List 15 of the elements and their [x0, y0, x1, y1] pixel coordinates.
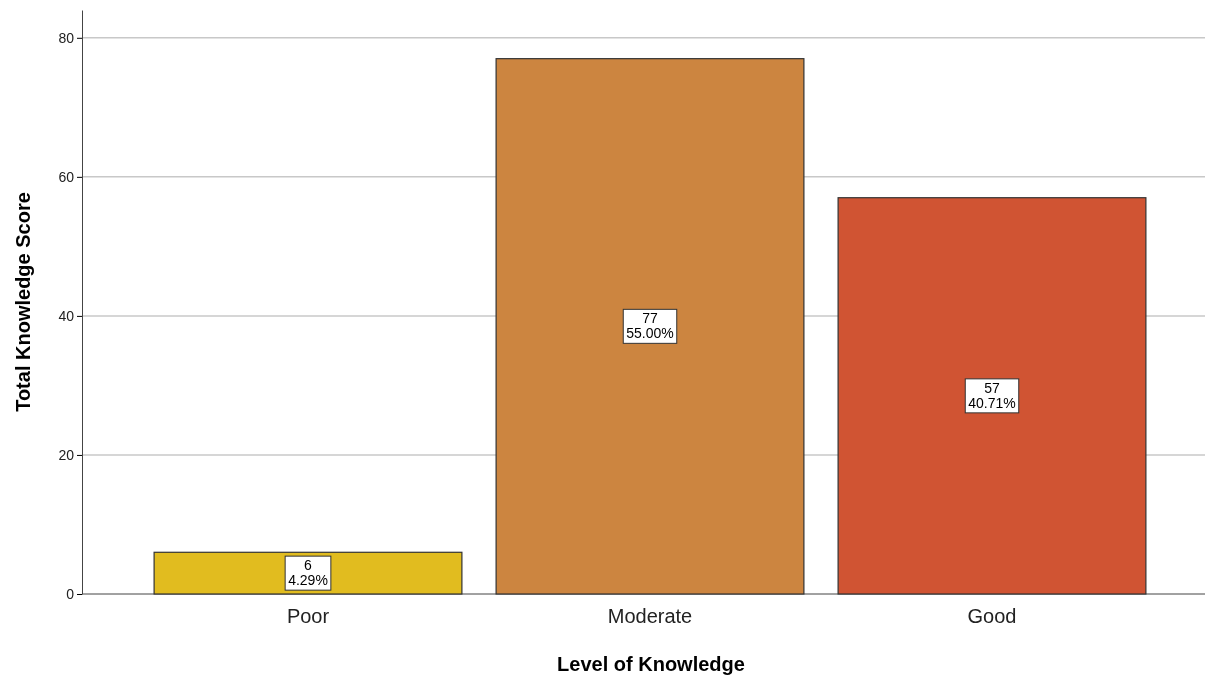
x-tick-label: Moderate: [607, 605, 693, 627]
y-tick-label: 40: [58, 307, 75, 324]
y-tick-label: 20: [58, 446, 75, 463]
data-label: 6 4.29%: [288, 557, 328, 589]
data-label: 77 55.00%: [626, 310, 674, 342]
y-axis-title: Total Knowledge Score: [12, 192, 34, 412]
bar: [837, 197, 1147, 595]
x-axis-title: Level of Knowledge: [557, 653, 745, 675]
x-tick-label: Poor: [286, 605, 330, 627]
bar: [495, 58, 805, 595]
y-tick-label: 80: [58, 29, 75, 46]
y-tick-label: 60: [58, 168, 75, 185]
data-label: 57 40.71%: [968, 379, 1016, 411]
y-tick-label: 0: [66, 585, 75, 602]
x-tick-label: Good: [967, 605, 1017, 627]
